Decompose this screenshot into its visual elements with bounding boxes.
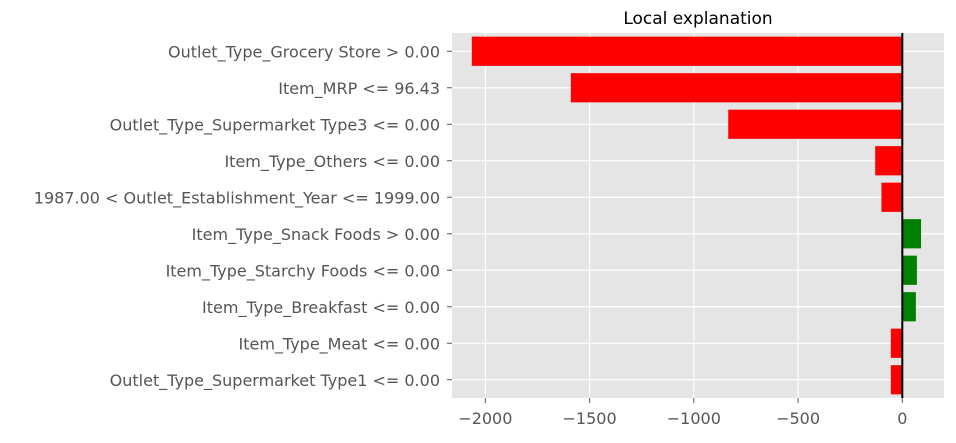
category-label: Outlet_Type_Supermarket Type3 <= 0.00: [110, 115, 440, 135]
bar: [728, 109, 903, 139]
category-label: Item_Type_Starchy Foods <= 0.00: [166, 261, 440, 281]
bar: [875, 146, 903, 176]
category-label: Item_Type_Snack Foods > 0.00: [192, 225, 440, 245]
bar: [902, 255, 917, 285]
category-label: Item_Type_Others <= 0.00: [224, 152, 440, 172]
bar: [890, 328, 903, 358]
category-label: 1987.00 < Outlet_Establishment_Year <= 1…: [34, 188, 440, 208]
bar: [902, 219, 922, 249]
bar: [890, 365, 903, 395]
category-label: Item_MRP <= 96.43: [278, 79, 440, 99]
x-tick-label: −2000: [458, 409, 512, 428]
category-label: Outlet_Type_Grocery Store > 0.00: [168, 42, 440, 62]
x-tick-label: −1000: [667, 409, 721, 428]
x-tick-labels: −2000 −1500 −1000 −500 0: [458, 398, 907, 428]
category-label: Item_Type_Breakfast <= 0.00: [202, 298, 440, 318]
bars: [471, 36, 922, 395]
category-label: Item_Type_Meat <= 0.00: [238, 334, 440, 354]
category-label: Outlet_Type_Supermarket Type1 <= 0.00: [110, 371, 440, 391]
x-tick-label: −1500: [563, 409, 617, 428]
bar: [471, 36, 903, 66]
category-labels: Outlet_Type_Grocery Store > 0.00 Item_MRP…: [34, 42, 452, 391]
x-tick-label: −500: [776, 409, 820, 428]
chart-title: Local explanation: [623, 9, 772, 29]
bar: [902, 292, 916, 322]
bar: [570, 73, 903, 103]
bar: [881, 182, 903, 212]
x-tick-label: 0: [897, 409, 907, 428]
